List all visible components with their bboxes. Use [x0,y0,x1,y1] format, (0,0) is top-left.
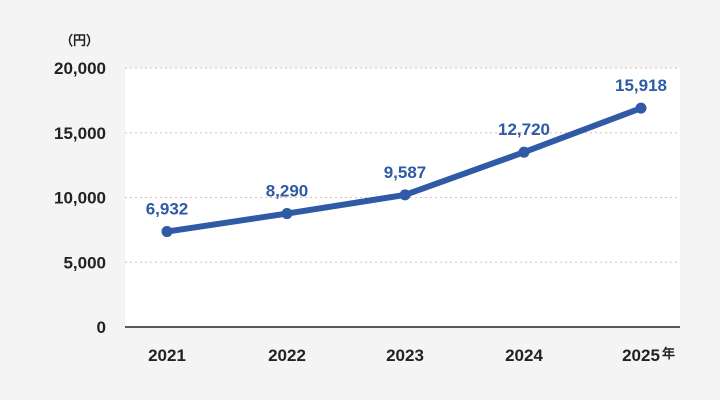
x-tick-label: 2022 [268,346,306,365]
y-tick-label: 15,000 [54,124,106,143]
data-label: 9,587 [384,163,427,182]
y-unit-label: （円） [60,33,99,48]
data-label: 12,720 [498,120,550,139]
y-tick-label: 20,000 [54,59,106,78]
y-tick-label: 0 [97,318,106,337]
data-label: 6,932 [146,200,189,219]
data-point [518,146,530,158]
data-point [161,226,173,238]
data-point [635,102,647,114]
data-labels: 6,932 8,290 9,587 12,720 15,918 [146,76,667,218]
data-point [281,208,293,220]
x-tick-label: 2025 [622,346,660,365]
data-point [399,189,411,201]
y-axis-ticks: 0 5,000 10,000 15,000 20,000 [54,59,106,337]
data-label: 15,918 [615,76,667,95]
y-tick-label: 5,000 [63,253,106,272]
x-tick-label: 2023 [386,346,424,365]
x-axis-ticks: 2021 2022 2023 2024 2025 年 [148,346,675,365]
y-tick-label: 10,000 [54,189,106,208]
x-unit-suffix: 年 [662,346,675,361]
data-label: 8,290 [266,182,309,201]
x-tick-label: 2024 [505,346,543,365]
x-tick-label: 2021 [148,346,186,365]
series-line-group [161,102,647,238]
